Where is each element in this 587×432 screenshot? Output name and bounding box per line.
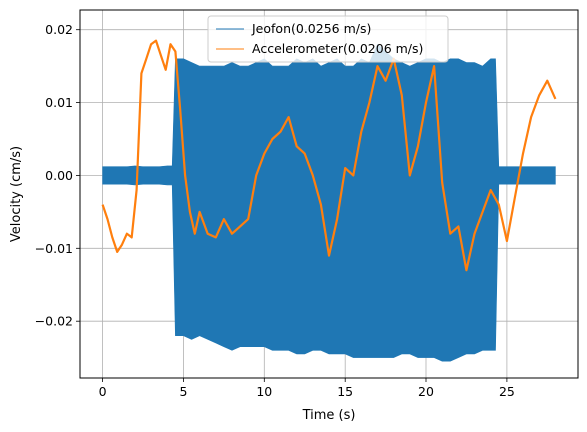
y-tick-label: −0.02 [35,314,73,329]
plot-series [101,39,557,362]
legend-label-accelerometer: Accelerometer(0.0206 m/s) [252,41,423,56]
plot-frame [79,9,579,379]
x-axis-label: Time (s) [302,408,356,423]
y-tick-label: 0.01 [45,95,73,110]
y-tick-label: −0.01 [35,241,73,256]
x-tick-label: 20 [418,384,434,399]
legend-box [207,15,449,63]
x-tick-label: 10 [256,384,272,399]
series-line-accelerometer [101,39,557,272]
x-tick-label: 25 [499,384,515,399]
legend-label-jeofon: Jeofon(0.0256 m/s) [251,21,371,36]
x-tick-label: 5 [180,384,188,399]
axis-ticks: 0 5 10 15 20 25 −0.02 −0.01 0.00 0.01 0.02 [35,22,515,399]
x-tick-label: 15 [337,384,353,399]
y-tick-label: 0.00 [45,168,73,183]
legend: Jeofon(0.0256 m/s) Accelerometer(0.0206 … [207,15,449,63]
y-tick-label: 0.02 [45,22,73,37]
series-line-jeofon [102,43,556,362]
y-axis-label: Velocity (cm/s) [9,146,24,242]
x-tick-label: 0 [99,384,107,399]
